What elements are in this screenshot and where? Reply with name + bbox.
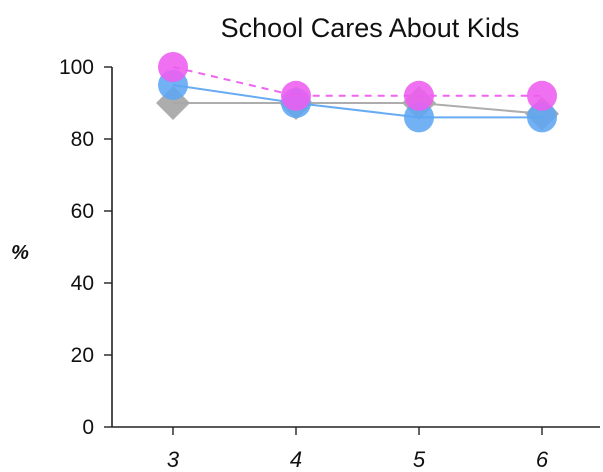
series-marker: [281, 80, 311, 111]
y-tick-label: 0: [82, 416, 94, 439]
series-marker: [527, 80, 557, 111]
x-axis-ticks: 3 4 5 6: [167, 427, 549, 472]
x-tick-label: 5: [413, 447, 426, 472]
series-marker: [404, 80, 434, 111]
series-line: [173, 102, 543, 115]
y-tick-label: 20: [71, 344, 94, 367]
y-axis-ticks: 0 20 40 60 80 100: [59, 56, 112, 439]
x-tick-label: 3: [167, 447, 180, 472]
series-line: [172, 66, 542, 97]
y-tick-label: 60: [71, 200, 94, 223]
series-marker: [527, 102, 557, 133]
y-tick-label: 80: [71, 128, 94, 151]
series-1: [156, 86, 559, 131]
series-marker: [158, 52, 188, 82]
series-3: [158, 52, 557, 111]
chart-title: School Cares About Kids: [221, 13, 520, 43]
x-tick-label: 4: [290, 447, 302, 472]
series-2: [158, 70, 557, 133]
series-line: [172, 84, 542, 119]
y-tick-label: 40: [71, 272, 94, 295]
series-layer: [156, 52, 559, 133]
y-tick-label: 100: [59, 56, 94, 79]
y-axis-label: %: [11, 242, 29, 264]
series-marker: [404, 102, 434, 133]
x-tick-label: 6: [536, 447, 549, 472]
